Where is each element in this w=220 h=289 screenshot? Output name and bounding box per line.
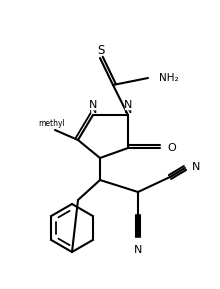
Text: NH₂: NH₂ bbox=[159, 73, 179, 83]
Text: methyl: methyl bbox=[39, 119, 65, 129]
Bar bbox=[90, 101, 97, 109]
Text: N: N bbox=[134, 245, 142, 255]
Text: O: O bbox=[167, 143, 176, 153]
Text: N: N bbox=[124, 100, 132, 110]
Bar bbox=[125, 101, 132, 109]
Text: N: N bbox=[89, 105, 97, 115]
Text: N: N bbox=[192, 162, 200, 172]
Text: N: N bbox=[124, 105, 132, 115]
Text: S: S bbox=[97, 45, 105, 58]
Text: N: N bbox=[89, 100, 97, 110]
